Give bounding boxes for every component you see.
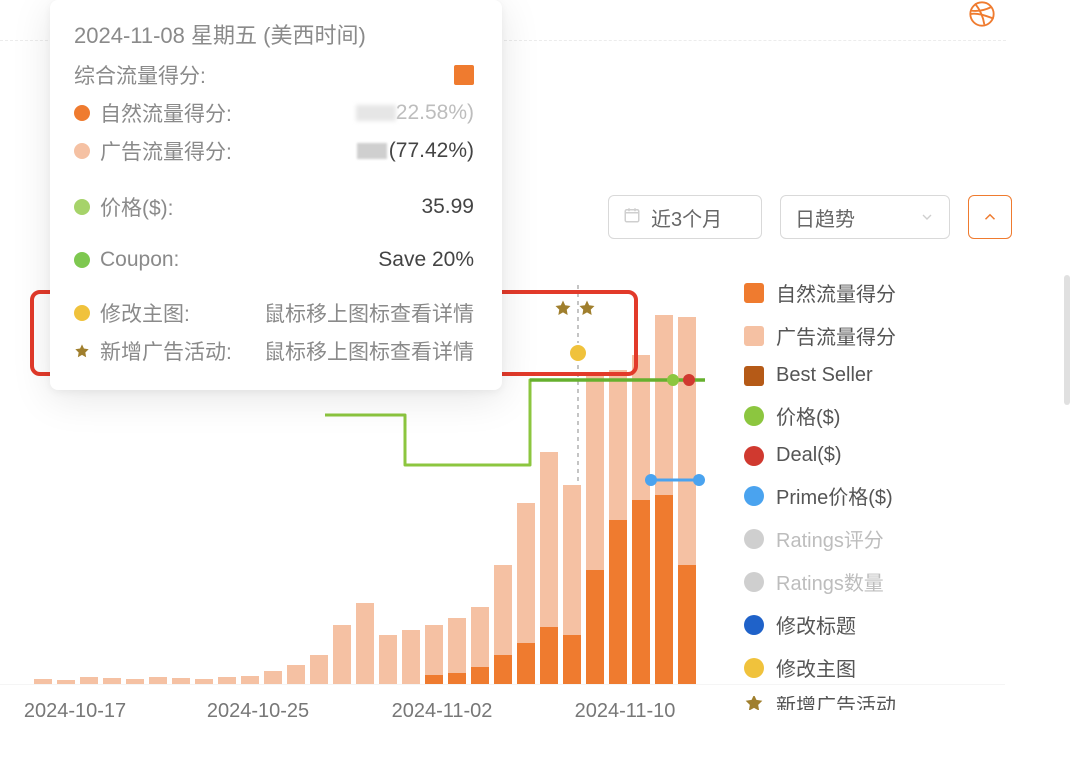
legend-label: 自然流量得分: [776, 278, 896, 307]
chart-legend: 自然流量得分广告流量得分 Best Seller 价格($) Deal($) Prime…: [744, 278, 994, 724]
date-range-label: 近3个月: [651, 203, 722, 232]
tooltip-row: 新增广告活动:鼠标移上图标查看详情: [74, 336, 474, 366]
legend-item[interactable]: Deal($): [744, 444, 994, 467]
legend-item[interactable]: 广告流量得分: [744, 321, 994, 350]
legend-item[interactable]: 自然流量得分: [744, 278, 994, 307]
legend-label: 广告流量得分: [776, 321, 896, 350]
legend-item[interactable]: Best Seller: [744, 364, 994, 387]
chevron-up-icon: [981, 208, 999, 226]
x-tick-label: 2024-10-25: [207, 700, 309, 723]
legend-swatch: [744, 283, 764, 303]
legend-swatch: [744, 326, 764, 346]
chevron-down-icon: [919, 209, 935, 225]
tooltip-series-value: (77.42%): [357, 139, 474, 163]
x-tick-label: 2024-11-02: [392, 700, 493, 723]
legend-label: Ratings评分: [776, 524, 884, 553]
x-tick-label: 2024-11-10: [575, 700, 676, 723]
tooltip-series-dot: [74, 143, 90, 159]
legend-swatch: [744, 529, 764, 549]
legend-item[interactable]: Ratings评分: [744, 524, 994, 553]
tooltip-series-dot: [74, 343, 90, 359]
legend-swatch: [744, 486, 764, 506]
legend-label: Ratings数量: [776, 567, 884, 596]
x-tick-label: 2024-10-17: [24, 700, 126, 723]
tooltip-header-row: 综合流量得分:: [74, 60, 474, 90]
tooltip-row: 广告流量得分:(77.42%): [74, 136, 474, 166]
legend-item[interactable]: 新增广告活动: [744, 696, 994, 710]
trend-granularity-label: 日趋势: [795, 203, 855, 232]
legend-swatch: [744, 615, 764, 635]
legend-item[interactable]: Prime价格($): [744, 481, 994, 510]
legend-label: Deal($): [776, 444, 842, 467]
tooltip-row: 修改主图:鼠标移上图标查看详情: [74, 298, 474, 328]
tooltip-series-label: 价格($):: [100, 192, 421, 222]
legend-label: Best Seller: [776, 364, 873, 387]
trend-granularity-select[interactable]: 日趋势: [780, 195, 950, 239]
tooltip-series-dot: [74, 199, 90, 215]
legend-item[interactable]: 修改标题: [744, 610, 994, 639]
tooltip-series-dot: [74, 105, 90, 121]
tooltip-series-dot: [74, 305, 90, 321]
tooltip-series-value: 鼠标移上图标查看详情: [264, 298, 474, 328]
tooltip-series-label: 新增广告活动:: [100, 336, 264, 366]
chart-controls: 近3个月 日趋势: [608, 195, 1012, 239]
legend-item[interactable]: Ratings数量: [744, 567, 994, 596]
date-range-picker[interactable]: 近3个月: [608, 195, 762, 239]
tooltip-series-value: 22.58%): [356, 101, 474, 125]
tooltip-series-value: Save 20%: [378, 248, 474, 272]
dribbble-icon[interactable]: [968, 0, 996, 28]
legend-swatch: [744, 406, 764, 426]
legend-swatch: [744, 446, 764, 466]
x-axis-line: [0, 684, 1005, 685]
legend-label: Prime价格($): [776, 481, 893, 510]
tooltip-series-label: Coupon:: [100, 248, 378, 272]
legend-swatch: [744, 696, 764, 710]
tooltip-header-swatch: [454, 63, 474, 87]
legend-swatch: [744, 366, 764, 386]
legend-label: 修改标题: [776, 610, 856, 639]
legend-label: 新增广告活动: [776, 696, 896, 710]
tooltip-series-label: 广告流量得分:: [100, 136, 357, 166]
tooltip-series-value: 35.99: [421, 195, 474, 219]
legend-label: 修改主图: [776, 653, 856, 682]
tooltip-row: Coupon:Save 20%: [74, 248, 474, 272]
tooltip-series-dot: [74, 252, 90, 268]
legend-item[interactable]: 价格($): [744, 401, 994, 430]
legend-swatch: [744, 658, 764, 678]
chart-tooltip: 2024-11-08 星期五 (美西时间) 综合流量得分: 自然流量得分:22.…: [50, 0, 502, 390]
tooltip-row: 自然流量得分:22.58%): [74, 98, 474, 128]
legend-scrollbar-thumb[interactable]: [1064, 275, 1070, 405]
collapse-chart-button[interactable]: [968, 195, 1012, 239]
calendar-icon: [623, 206, 641, 229]
legend-item[interactable]: 修改主图: [744, 653, 994, 682]
tooltip-row: 价格($):35.99: [74, 192, 474, 222]
tooltip-series-label: 修改主图:: [100, 298, 264, 328]
tooltip-series-label: 自然流量得分:: [100, 98, 356, 128]
tooltip-series-value: 鼠标移上图标查看详情: [264, 336, 474, 366]
tooltip-header-label: 综合流量得分:: [74, 60, 454, 90]
legend-swatch: [744, 572, 764, 592]
legend-label: 价格($): [776, 401, 840, 430]
tooltip-date: 2024-11-08 星期五 (美西时间): [74, 18, 474, 50]
